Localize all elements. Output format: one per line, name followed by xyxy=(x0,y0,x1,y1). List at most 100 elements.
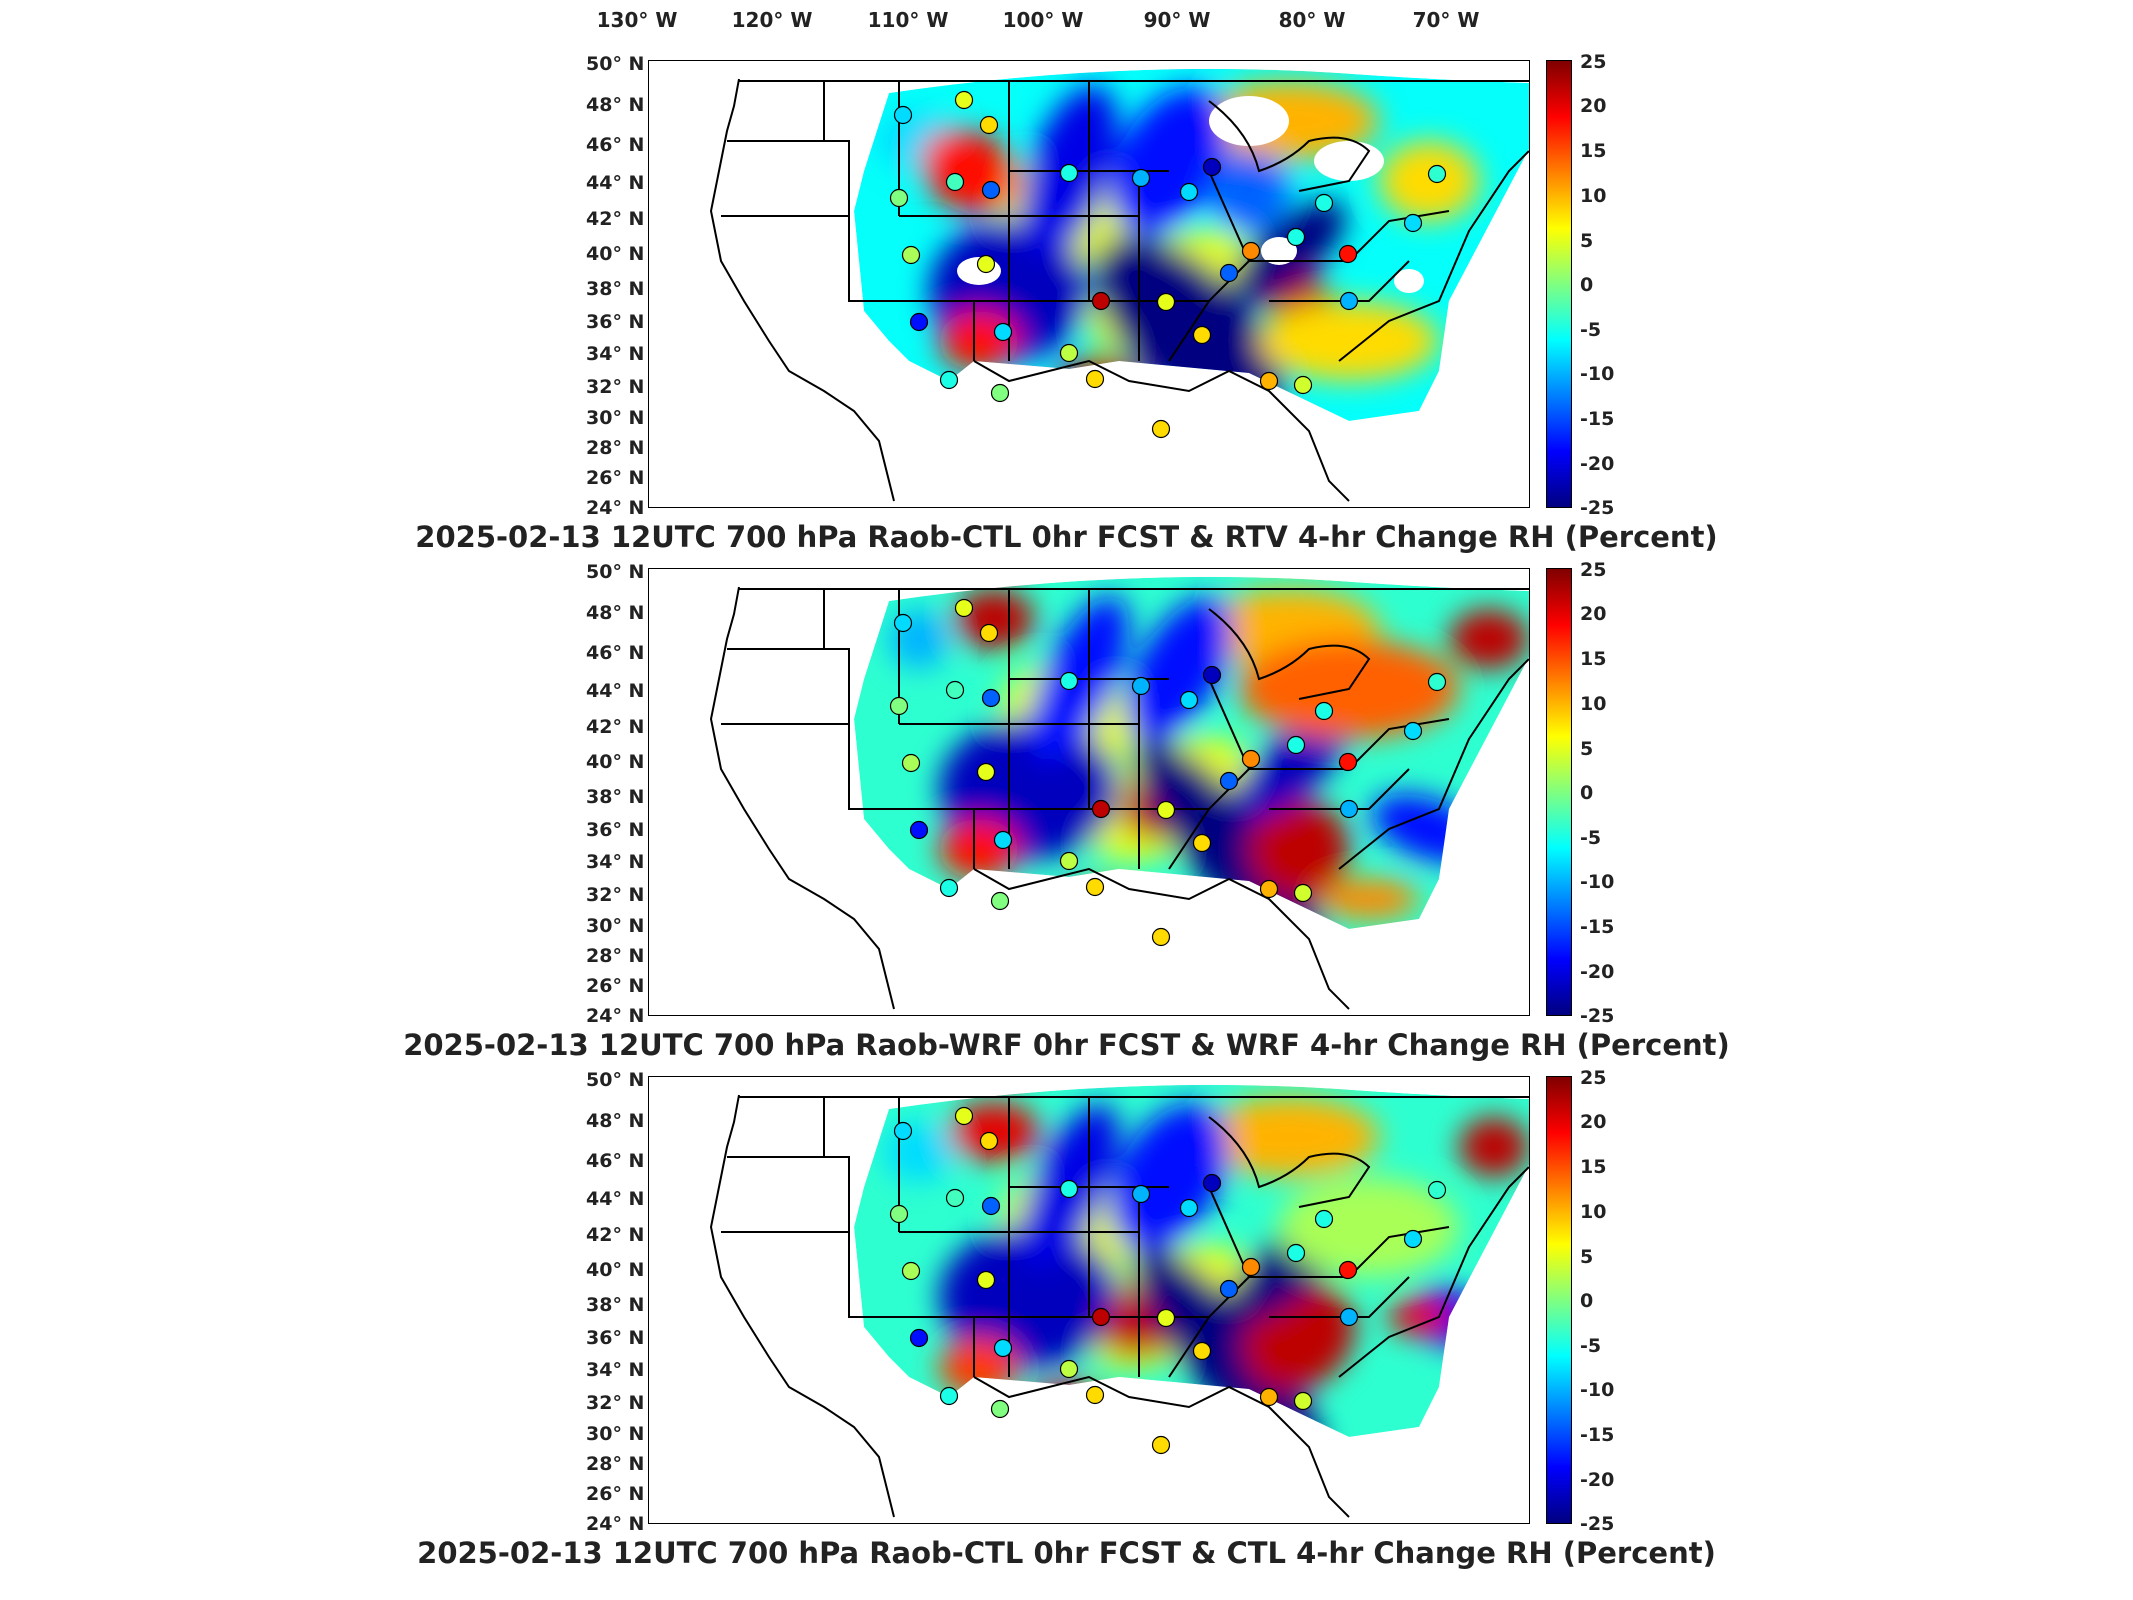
raob-site-marker xyxy=(1339,1307,1359,1327)
raob-site-marker xyxy=(893,613,913,633)
raob-site-marker xyxy=(1219,263,1239,283)
lat-label: 26° N xyxy=(586,1483,645,1505)
raob-site-marker xyxy=(1338,752,1358,772)
colorbar-tick: -5 xyxy=(1580,319,1602,341)
lon-label-70w: 70° W xyxy=(1412,8,1480,32)
raob-site-marker xyxy=(979,1131,999,1151)
lat-label: 46° N xyxy=(586,642,645,664)
lat-label: 46° N xyxy=(586,1150,645,1172)
raob-site-marker xyxy=(976,762,996,782)
raob-site-marker xyxy=(901,753,921,773)
colorbar-tick: -15 xyxy=(1580,408,1615,430)
colorbar-tick: 5 xyxy=(1580,738,1594,760)
raob-site-marker xyxy=(1156,1308,1176,1328)
map-boundaries xyxy=(709,78,1529,502)
raob-site-marker xyxy=(1091,291,1111,311)
lat-label: 28° N xyxy=(586,437,645,459)
colorbar-tick: -10 xyxy=(1580,871,1615,893)
lat-label: 44° N xyxy=(586,172,645,194)
rh-field xyxy=(854,1084,1529,1438)
lat-label: 30° N xyxy=(586,915,645,937)
raob-site-marker xyxy=(993,322,1013,342)
lat-label: 24° N xyxy=(586,1005,645,1027)
raob-site-marker xyxy=(1179,182,1199,202)
west-coastline xyxy=(709,586,895,1010)
raob-site-marker xyxy=(990,891,1010,911)
map-area xyxy=(648,60,1530,508)
lat-label: 32° N xyxy=(586,376,645,398)
raob-site-marker xyxy=(939,878,959,898)
raob-site-marker xyxy=(889,188,909,208)
colorbar-tick: -25 xyxy=(1580,1005,1615,1027)
raob-site-marker xyxy=(993,1338,1013,1358)
panel-title: 2025-02-13 12UTC 700 hPa Raob-CTL 0hr FC… xyxy=(415,520,1718,554)
raob-site-marker xyxy=(976,1270,996,1290)
lat-label: 50° N xyxy=(586,1069,645,1091)
raob-site-marker xyxy=(889,696,909,716)
raob-site-marker xyxy=(1151,419,1171,439)
colorbar-tick: 0 xyxy=(1580,274,1594,296)
raob-site-marker xyxy=(976,254,996,274)
colorbar-tick: -20 xyxy=(1580,961,1615,983)
raob-site-marker xyxy=(1259,371,1279,391)
lat-label: 38° N xyxy=(586,786,645,808)
raob-site-marker xyxy=(909,1328,929,1348)
colorbar-tick: 5 xyxy=(1580,1246,1594,1268)
colorbar-tick: 0 xyxy=(1580,782,1594,804)
colorbar-tick: 10 xyxy=(1580,185,1607,207)
raob-site-marker xyxy=(901,1261,921,1281)
lat-label: 24° N xyxy=(586,497,645,519)
lat-label: 42° N xyxy=(586,208,645,230)
raob-site-marker xyxy=(1241,241,1261,261)
raob-site-marker xyxy=(889,1204,909,1224)
colorbar-tick: -25 xyxy=(1580,1513,1615,1535)
raob-site-marker xyxy=(1427,1180,1447,1200)
state-border xyxy=(727,648,850,725)
lat-label: 32° N xyxy=(586,884,645,906)
lat-label: 46° N xyxy=(586,134,645,156)
rh-anomaly-blob xyxy=(939,1227,1119,1367)
raob-site-marker xyxy=(1286,1243,1306,1263)
raob-site-marker xyxy=(979,623,999,643)
missing-data-patch xyxy=(1314,141,1384,181)
raob-site-marker xyxy=(945,680,965,700)
raob-site-marker xyxy=(1219,1279,1239,1299)
colorbar-tick: -20 xyxy=(1580,1469,1615,1491)
raob-site-marker xyxy=(1059,1179,1079,1199)
rh-anomaly-blob xyxy=(1199,1097,1379,1177)
rh-change-map xyxy=(709,1084,1529,1518)
raob-site-marker xyxy=(1059,343,1079,363)
lon-label-80w: 80° W xyxy=(1278,8,1346,32)
raob-site-marker xyxy=(1293,883,1313,903)
colorbar-tick: -5 xyxy=(1580,1335,1602,1357)
missing-data-patch xyxy=(1394,269,1424,293)
lat-label: 24° N xyxy=(586,1513,645,1535)
raob-site-marker xyxy=(954,1106,974,1126)
gulf-coastline xyxy=(973,867,1350,1010)
raob-site-marker xyxy=(909,312,929,332)
lat-label: 48° N xyxy=(586,602,645,624)
lat-label: 32° N xyxy=(586,1392,645,1414)
lat-label: 38° N xyxy=(586,1294,645,1316)
raob-site-marker xyxy=(979,115,999,135)
lat-label: 36° N xyxy=(586,1327,645,1349)
raob-site-marker xyxy=(1156,292,1176,312)
raob-site-marker xyxy=(990,1399,1010,1419)
rh-anomaly-blob xyxy=(1389,1297,1449,1337)
colorbar-tick: 20 xyxy=(1580,603,1607,625)
lon-label-100w: 100° W xyxy=(1002,8,1084,32)
colorbar-tick: 25 xyxy=(1580,559,1607,581)
raob-site-marker xyxy=(1085,369,1105,389)
raob-site-marker xyxy=(1427,164,1447,184)
state-border xyxy=(727,1156,850,1233)
raob-site-marker xyxy=(981,180,1001,200)
great-lakes-outline xyxy=(1208,100,1371,192)
raob-site-marker xyxy=(1202,1173,1222,1193)
raob-site-marker xyxy=(954,90,974,110)
colorbar-tick: 25 xyxy=(1580,51,1607,73)
lat-label: 48° N xyxy=(586,94,645,116)
raob-site-marker xyxy=(990,383,1010,403)
raob-site-marker xyxy=(1314,701,1334,721)
raob-site-marker xyxy=(1179,1198,1199,1218)
lon-label-90w: 90° W xyxy=(1143,8,1211,32)
